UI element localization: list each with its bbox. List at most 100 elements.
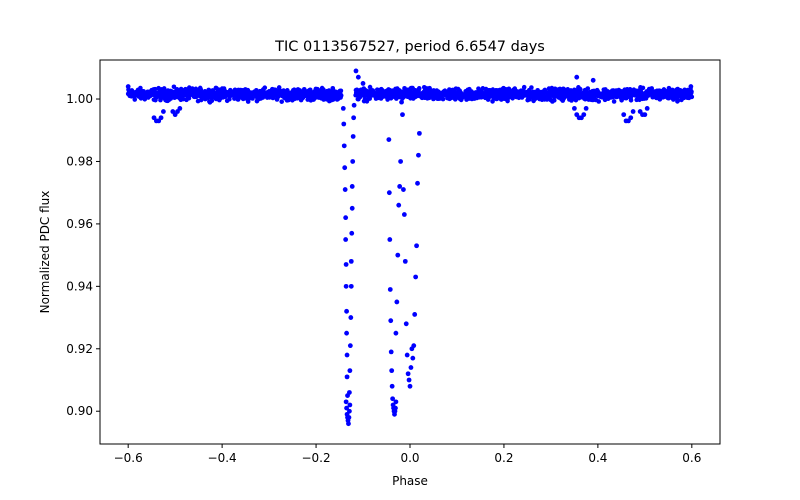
data-point [350,159,356,164]
data-points [125,68,695,427]
x-tick-label: 0.6 [682,451,701,465]
baseline-point [338,88,344,94]
baseline-point [279,99,285,104]
data-point [349,205,355,211]
data-point [341,121,347,127]
data-point [386,190,392,196]
baseline-point [416,86,422,91]
y-tick-label: 1.00 [66,92,93,106]
baseline-point [649,86,655,91]
y-axis-label: Normalized PDC flux [38,191,52,314]
data-point [387,287,393,292]
y-tick-label: 0.96 [66,217,93,231]
data-point [355,74,361,80]
series-secondary-eclipse-bottom [390,399,399,417]
data-point [571,105,577,111]
baseline-point [209,98,215,103]
data-point [393,399,399,405]
data-point [360,81,366,86]
data-point [347,343,353,349]
data-point [344,374,350,380]
baseline-point [585,86,591,91]
data-point [400,112,405,118]
data-point [347,390,352,395]
data-point [413,274,419,280]
baseline-point [198,87,204,92]
baseline-point [330,97,336,102]
baseline-point [321,87,326,92]
baseline-point [551,98,557,103]
data-point [405,371,411,377]
baseline-point [132,97,138,102]
data-point [351,102,357,108]
baseline-point [689,89,694,95]
data-point [387,237,393,242]
data-point [395,252,401,258]
data-point [628,115,634,121]
y-axis: 0.90 0.92 0.94 0.96 0.98 1.00 [66,92,100,418]
baseline-point [338,93,344,98]
data-point [349,184,355,189]
baseline-point [521,84,527,90]
data-point [388,349,394,355]
baseline-point [542,89,548,95]
data-point [396,202,402,208]
y-tick-label: 0.92 [66,342,93,356]
data-point [416,152,421,158]
data-point [347,408,352,414]
series-primary-eclipse-bottom [343,399,353,427]
x-axis-label: Phase [392,474,428,488]
data-point [399,99,404,105]
series-primary-eclipse-egress [347,102,357,395]
data-point [411,343,417,349]
data-point [347,402,353,408]
data-point [402,258,408,264]
baseline-point [262,85,268,91]
data-point [415,180,420,186]
data-point [389,383,395,389]
baseline-point [640,85,646,91]
data-point [389,368,395,374]
baseline-point [666,85,672,91]
data-point [388,318,394,324]
data-point [393,405,398,411]
data-point [398,159,404,164]
y-tick-label: 0.98 [66,154,93,168]
y-tick-label: 0.90 [66,404,93,418]
data-point [397,184,403,189]
data-point [406,377,412,383]
x-tick-label: −0.2 [301,451,330,465]
data-point [386,137,392,143]
baseline-point [628,97,634,103]
baseline-point [180,96,186,102]
baseline-point [689,94,695,100]
baseline-point [611,99,617,104]
x-tick-label: 0.2 [494,451,513,465]
data-point [347,368,353,374]
data-point [407,383,413,389]
data-point [343,283,349,289]
series-primary-eclipse-ingress [340,105,350,399]
data-point [590,77,596,83]
data-point [350,134,356,139]
data-point [343,399,349,405]
data-point [644,105,650,111]
x-tick-label: 0.0 [400,451,419,465]
data-point [344,330,349,336]
baseline-point [619,97,624,103]
x-axis: −0.6 −0.4 −0.2 0.0 0.2 0.4 0.6 [114,444,701,465]
series-secondary-eclipse-ingress [386,137,396,402]
data-point [410,355,416,361]
data-point [348,315,354,320]
data-point [353,68,359,74]
data-point [403,321,409,327]
data-point [346,421,351,427]
y-tick-label: 0.94 [66,279,93,293]
data-point [393,330,399,336]
data-point [177,105,183,111]
data-point [688,84,694,89]
data-point [642,112,648,118]
data-point [158,115,164,121]
baseline-point [577,87,583,92]
